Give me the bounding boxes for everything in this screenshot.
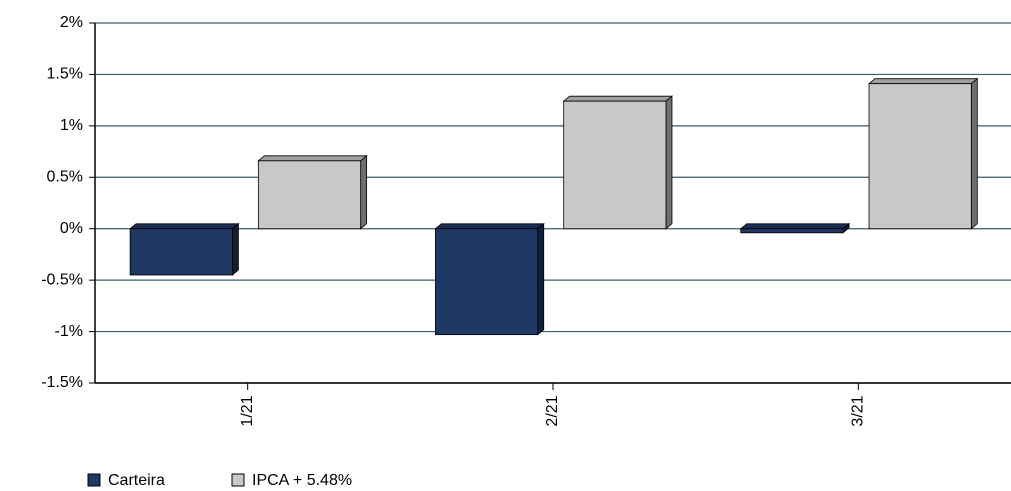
legend-label: Carteira [108,472,165,489]
bar-side [665,95,673,230]
legend-swatch [231,473,245,487]
y-tick-label: 2% [60,14,83,31]
y-tick-label: 0.5% [47,169,83,186]
bar [435,228,539,336]
legend-swatch [87,473,101,487]
bar-top [129,223,240,230]
bar-top [257,155,368,162]
x-tick-label: 3/21 [850,395,867,426]
bar [563,100,667,230]
bar-side [970,77,978,230]
y-tick-label: 1% [60,117,83,134]
bar-top [739,223,851,230]
x-tick-label: 2/21 [544,395,561,426]
bar [129,228,233,276]
y-tick-label: 0% [60,220,83,237]
y-tick-label: 1.5% [47,66,83,83]
y-tick-label: -1.5% [41,374,83,391]
x-tick-label: 1/21 [239,395,256,426]
bar-top [434,223,545,230]
bar [740,228,844,234]
bar-top [867,78,979,85]
y-tick-label: -1% [55,323,83,340]
bar-side [537,222,545,336]
y-tick-label: -0.5% [41,271,83,288]
legend-label: IPCA + 5.48% [252,472,352,489]
bar [868,83,972,230]
bar-side [360,154,368,230]
bar-top [562,95,674,102]
bar [257,160,362,230]
bar-side [231,222,239,276]
